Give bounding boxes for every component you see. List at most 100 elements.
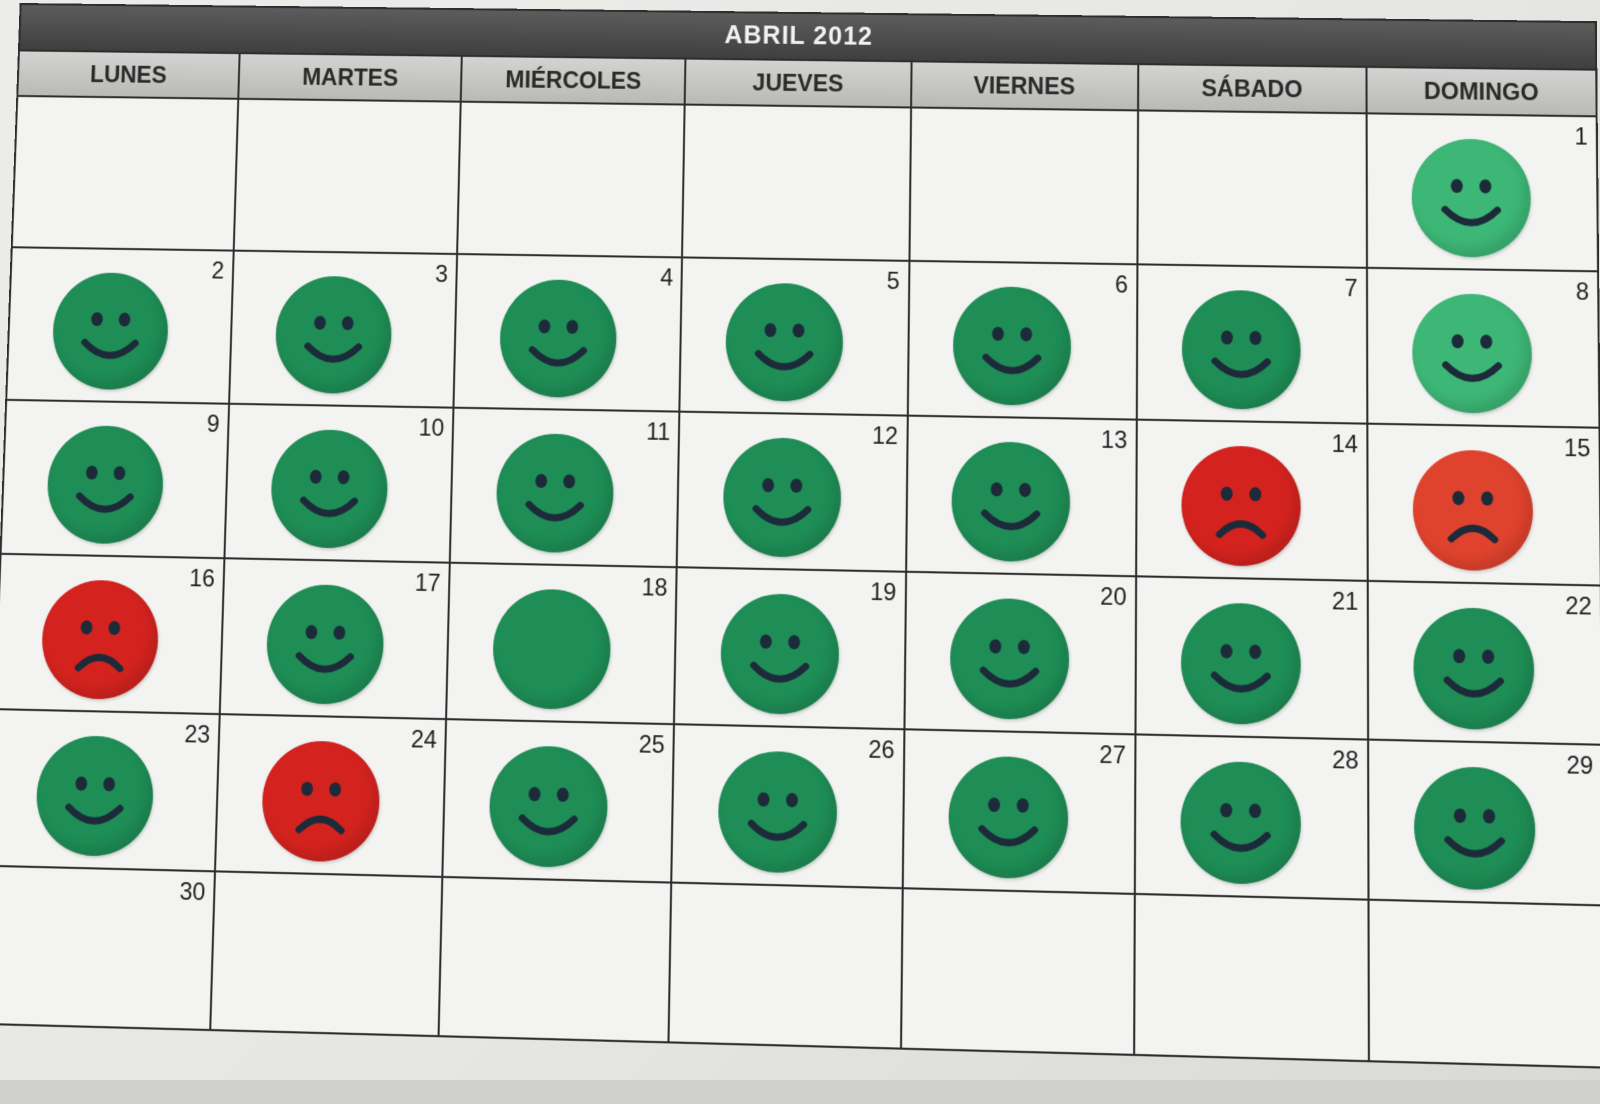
day-number: 28 [1332,746,1359,774]
day-number: 7 [1344,274,1358,302]
happy-face-sticker [495,432,615,554]
day-cell: 13 [906,416,1138,578]
day-cell: 12 [678,412,909,573]
day-number: 2 [211,257,225,284]
day-number: 30 [179,877,206,906]
happy-face-sticker [273,275,393,395]
day-cell: 5 [680,258,911,417]
happy-face-sticker [1182,289,1301,411]
day-number: 6 [1114,271,1128,298]
blank-sticker [491,588,612,711]
sad-face-sticker [39,579,160,701]
day-cell: 1 [1367,114,1600,273]
weekday-domingo: DOMINGO [1367,65,1598,118]
day-cell: 10 [225,404,455,564]
day-number: 10 [418,414,445,442]
weekday-miercoles: MIÉRCOLES [461,54,687,106]
day-cell [458,102,687,259]
day-cell [1369,900,1600,1069]
day-cell [1138,111,1368,269]
day-number: 14 [1331,430,1359,458]
day-cell [669,883,904,1050]
day-cell [439,878,673,1044]
day-number: 26 [868,735,895,764]
day-cell: 19 [675,568,907,731]
day-cell [901,889,1136,1056]
day-number: 13 [1101,426,1128,454]
day-number: 12 [871,422,899,450]
weekday-lunes: LUNES [18,49,241,100]
sad-face-sticker [1413,449,1534,572]
day-number: 17 [414,569,441,597]
day-number: 8 [1575,278,1590,306]
day-cell: 17 [220,559,452,721]
day-cell: 3 [230,251,459,409]
happy-face-sticker [724,282,844,403]
happy-face-sticker [50,271,170,391]
sad-face-sticker [1181,445,1301,568]
day-number: 1 [1574,123,1588,150]
weekday-martes: MARTES [239,52,464,103]
happy-face-sticker [1413,606,1535,731]
day-number: 11 [646,418,671,446]
day-number: 3 [434,260,449,288]
happy-face-sticker [488,744,609,869]
day-number: 19 [870,578,897,606]
day-cell: 22 [1368,581,1600,746]
weekday-sabado: SÁBADO [1138,63,1368,115]
happy-face-sticker [949,597,1070,721]
happy-face-sticker [722,436,842,559]
mood-calendar: ABRIL 2012 LUNES MARTES MIÉRCOLES JUEVES… [0,3,1600,1104]
happy-face-sticker [1180,760,1302,886]
weekday-jueves: JUEVES [686,57,913,109]
day-cell: 9 [1,400,231,560]
day-cell: 18 [447,563,679,726]
day-number: 25 [638,730,666,759]
day-cell: 26 [672,725,906,890]
happy-face-sticker [34,734,155,858]
happy-face-sticker [45,424,165,545]
happy-face-sticker [1414,765,1537,892]
happy-face-sticker [1181,602,1302,726]
day-cell: 21 [1136,577,1369,741]
happy-face-sticker [264,583,385,706]
happy-face-sticker [1412,293,1533,415]
day-number: 4 [659,264,674,291]
day-cell: 11 [451,408,681,569]
day-number: 22 [1565,592,1592,620]
day-number: 18 [641,573,668,601]
happy-face-sticker [498,278,618,399]
happy-face-sticker [948,755,1069,880]
day-cell: 4 [454,255,684,413]
day-number: 21 [1331,587,1359,616]
day-cell [234,99,462,256]
day-number: 16 [189,564,216,592]
day-cell: 2 [7,248,235,405]
weekday-viernes: VIERNES [911,60,1139,112]
day-cell [211,872,444,1038]
happy-face-sticker [269,428,389,550]
day-number: 29 [1566,751,1594,780]
day-cell: 23 [0,710,221,873]
day-number: 9 [206,410,221,438]
day-cell [910,108,1139,266]
day-cell: 29 [1368,740,1600,907]
day-number: 15 [1563,434,1591,462]
day-cell: 27 [903,730,1137,896]
day-cell: 15 [1368,424,1600,587]
calendar-day-grid: 1 2 3 4 5 6 7 8 9 10 11 12 13 14 15 16 17 18 19 20 21 22 23 24 2… [0,96,1600,1069]
day-cell: 30 [0,866,217,1032]
day-number: 23 [184,720,211,748]
day-cell [12,96,240,252]
day-cell: 16 [0,554,226,716]
sad-face-sticker [260,739,381,863]
day-cell: 8 [1367,268,1600,429]
happy-face-sticker [717,750,838,875]
day-cell: 20 [905,572,1137,736]
day-cell [683,105,912,262]
day-cell: 25 [443,720,676,884]
happy-face-sticker [951,440,1071,563]
day-number: 27 [1099,740,1126,769]
photo-background: ABRIL 2012 LUNES MARTES MIÉRCOLES JUEVES… [0,0,1600,1080]
happy-face-sticker [952,285,1072,407]
